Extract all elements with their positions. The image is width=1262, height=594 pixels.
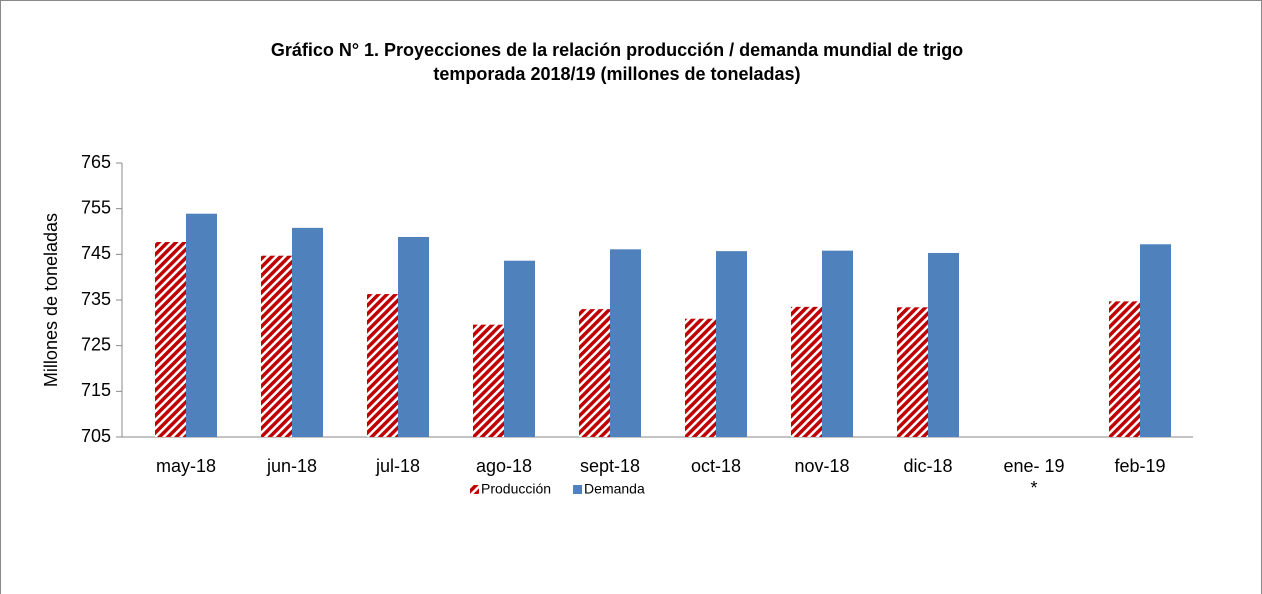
bar [367, 294, 398, 437]
y-tick-label: 705 [81, 426, 111, 446]
legend-swatch [470, 485, 479, 494]
x-tick-label: nov-18 [794, 456, 850, 476]
bar [610, 249, 641, 437]
y-axis-label: Millones de toneladas [41, 213, 61, 387]
x-tick-label: may-18 [155, 456, 217, 476]
bar [155, 242, 186, 437]
bar [261, 255, 292, 437]
legend-label: Demanda [584, 481, 645, 497]
y-tick-label: 735 [81, 289, 111, 309]
x-tick-label: ene- 19 * [1003, 456, 1065, 498]
bar [398, 236, 429, 437]
bar [685, 318, 716, 437]
legend-label: Producción [481, 481, 551, 497]
x-tick-label: oct-18 [690, 456, 742, 476]
bar [928, 252, 959, 437]
bar [1140, 244, 1171, 437]
chart-title: Gráfico N° 1. Proyecciones de la relació… [270, 40, 964, 84]
bar [822, 250, 853, 437]
x-tick-label: jul-18 [375, 456, 421, 476]
bar [791, 306, 822, 437]
bar [292, 227, 323, 437]
x-tick-label: sept-18 [579, 456, 641, 476]
y-tick-label: 755 [81, 197, 111, 217]
legend-swatch [573, 485, 583, 494]
x-tick-label: jun-18 [266, 456, 318, 476]
bar [186, 213, 217, 437]
bar [897, 307, 928, 437]
bar [504, 260, 535, 437]
x-tick-label: ago-18 [475, 456, 533, 476]
bar [579, 309, 610, 437]
bar [473, 324, 504, 437]
bar [1109, 301, 1140, 437]
y-tick-label: 725 [81, 334, 111, 354]
x-tick-label: dic-18 [903, 456, 953, 476]
bar [716, 251, 747, 437]
y-tick-label: 765 [81, 152, 111, 172]
x-tick-label: feb-19 [1114, 456, 1166, 476]
y-tick-label: 715 [81, 380, 111, 400]
y-tick-label: 745 [81, 243, 111, 263]
